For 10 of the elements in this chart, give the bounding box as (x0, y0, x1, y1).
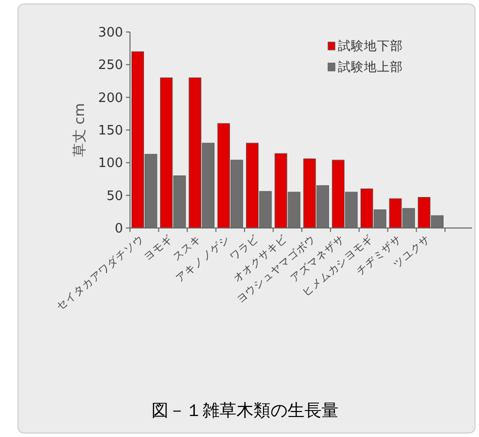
legend-label: 試験地下部 (338, 38, 403, 53)
y-axis-title: 草丈 cm (72, 103, 88, 157)
y-tick-label: 100 (98, 156, 123, 172)
y-tick-label: 150 (98, 124, 123, 138)
y-tick-label: 200 (98, 90, 123, 106)
text: 図－１雑草木類の生長量 (152, 401, 338, 421)
y-tick-label: 250 (98, 58, 123, 74)
legend-label: 試験地上部 (338, 59, 403, 74)
y-tick-label: 50 (106, 188, 123, 204)
y-tick-label: 300 (98, 26, 123, 40)
